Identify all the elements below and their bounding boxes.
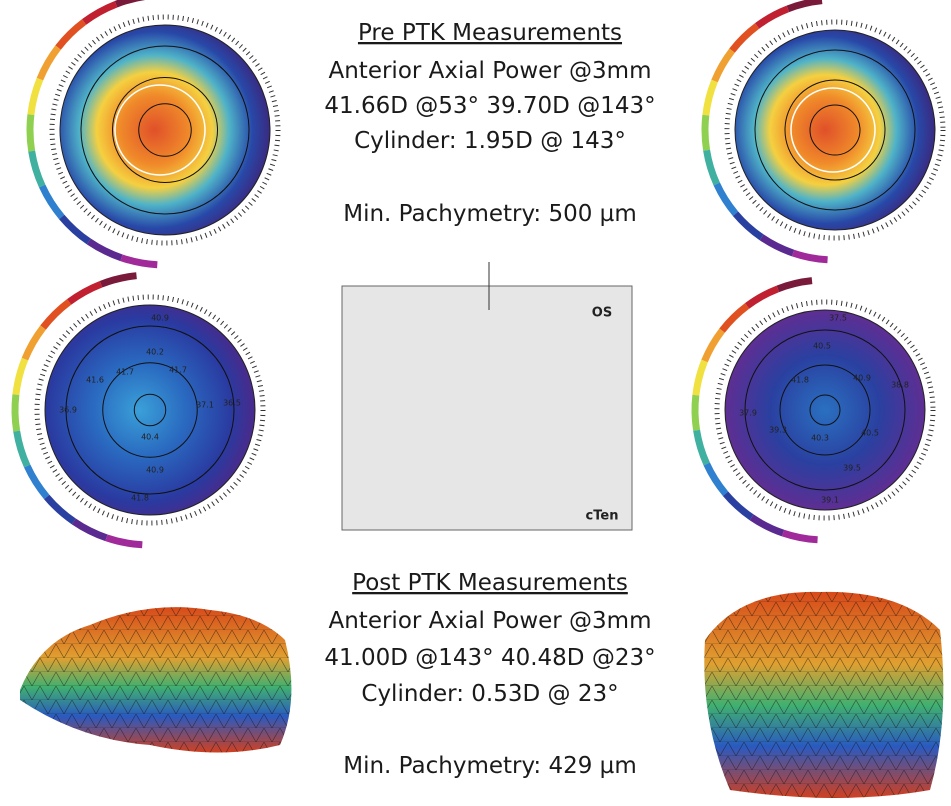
- center-map-frame: [342, 286, 632, 530]
- color-scale: [722, 306, 747, 331]
- color-scale: [747, 289, 778, 306]
- eye-label: OS: [592, 306, 612, 321]
- color-scale: [697, 430, 707, 464]
- color-scale: [778, 281, 812, 289]
- sector-value: 40.9: [151, 314, 169, 323]
- color-scale: [121, 258, 157, 265]
- sector-value: 41.8: [791, 376, 809, 385]
- color-scale: [707, 464, 726, 494]
- block-line: Min. Pachymetry: 429 µm: [343, 753, 636, 779]
- block-line: Cylinder: 1.95D @ 143°: [354, 128, 626, 154]
- block-line: Anterior Axial Power @3mm: [329, 58, 652, 84]
- color-scale: [695, 395, 697, 430]
- color-scale: [47, 497, 74, 521]
- color-scale: [106, 538, 142, 545]
- mesh-left-grid: [20, 607, 291, 752]
- color-scale: [25, 328, 43, 360]
- color-scale: [32, 151, 43, 186]
- color-scale: [84, 4, 116, 22]
- color-scale: [788, 1, 822, 9]
- color-scale: [732, 26, 757, 51]
- sector-value: 41.7: [116, 368, 134, 377]
- sector-value: 39.3: [769, 426, 787, 435]
- color-scale: [793, 253, 828, 260]
- color-scale: [705, 331, 723, 361]
- sector-value: 41.7: [169, 366, 187, 375]
- sector-value: 40.4: [141, 433, 159, 442]
- sector-value: 41.8: [131, 494, 149, 503]
- color-scale: [69, 284, 101, 302]
- sector-value: 40.2: [146, 348, 164, 357]
- sector-value: 40.9: [853, 374, 871, 383]
- block-title: Pre PTK Measurements: [358, 20, 622, 46]
- sector-value: 37.1: [196, 401, 214, 410]
- color-scale: [726, 494, 752, 518]
- color-scale: [27, 466, 47, 497]
- sector-value: 37.5: [829, 314, 847, 323]
- color-scale: [62, 217, 89, 241]
- block-title: Post PTK Measurements: [352, 570, 628, 596]
- sector-value: 38.8: [891, 381, 909, 390]
- color-scale: [707, 150, 717, 184]
- color-scale: [783, 533, 818, 540]
- color-scale: [757, 9, 788, 26]
- color-scale: [101, 276, 137, 285]
- color-scale: [717, 184, 736, 214]
- color-scale: [752, 517, 783, 533]
- block-line: Anterior Axial Power @3mm: [329, 608, 652, 634]
- block-line: 41.00D @143° 40.48D @23°: [324, 645, 655, 671]
- sector-value: 37.9: [739, 409, 757, 418]
- color-scale: [89, 241, 122, 257]
- color-scale: [736, 214, 762, 238]
- block-line: 41.66D @53° 39.70D @143°: [324, 93, 655, 119]
- color-scale: [705, 115, 707, 150]
- color-scale: [762, 237, 793, 253]
- color-scale: [696, 361, 705, 395]
- sector-value: 36.5: [223, 399, 241, 408]
- sector-value: 36.9: [59, 406, 77, 415]
- block-line: Cylinder: 0.53D @ 23°: [361, 681, 618, 707]
- sector-value: 40.5: [861, 429, 879, 438]
- sector-value: 40.5: [813, 342, 831, 351]
- color-scale: [15, 395, 17, 432]
- color-scale: [116, 0, 152, 4]
- sector-value: 39.5: [843, 464, 861, 473]
- color-scale: [74, 521, 107, 537]
- color-scale: [43, 302, 69, 328]
- map-disk: [735, 30, 935, 230]
- color-scale: [17, 431, 28, 466]
- color-scale: [16, 359, 25, 394]
- mesh-right-grid: [704, 592, 943, 798]
- color-scale: [31, 79, 40, 114]
- map-disk: [60, 25, 270, 235]
- color-scale: [706, 81, 715, 115]
- figure: 40.9 40.2 41.7 41.7 41.6 36.9 37.1 36.5 40.4 40.9…: [0, 0, 951, 806]
- color-scale: [40, 48, 58, 80]
- sector-value: 40.9: [146, 466, 164, 475]
- color-scale: [715, 51, 733, 81]
- color-scale: [58, 22, 84, 48]
- block-line: Min. Pachymetry: 500 µm: [343, 201, 636, 227]
- sector-value: 39.1: [821, 496, 839, 505]
- mode-label: cTen: [586, 509, 619, 524]
- sector-value: 41.6: [86, 376, 104, 385]
- sector-value: 40.3: [811, 434, 829, 443]
- color-scale: [42, 186, 62, 217]
- color-scale: [30, 115, 32, 152]
